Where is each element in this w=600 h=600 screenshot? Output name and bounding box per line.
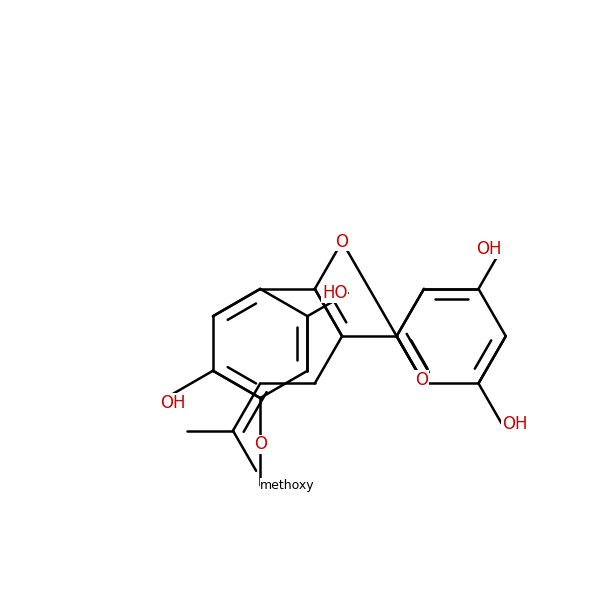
Text: OH: OH [502, 415, 527, 433]
Text: O: O [335, 233, 349, 251]
Text: O: O [254, 436, 267, 454]
Text: OH: OH [160, 394, 185, 412]
Text: O: O [415, 371, 428, 389]
Text: HO: HO [322, 284, 347, 302]
Text: OH: OH [476, 240, 502, 258]
Text: methoxy: methoxy [260, 479, 315, 492]
